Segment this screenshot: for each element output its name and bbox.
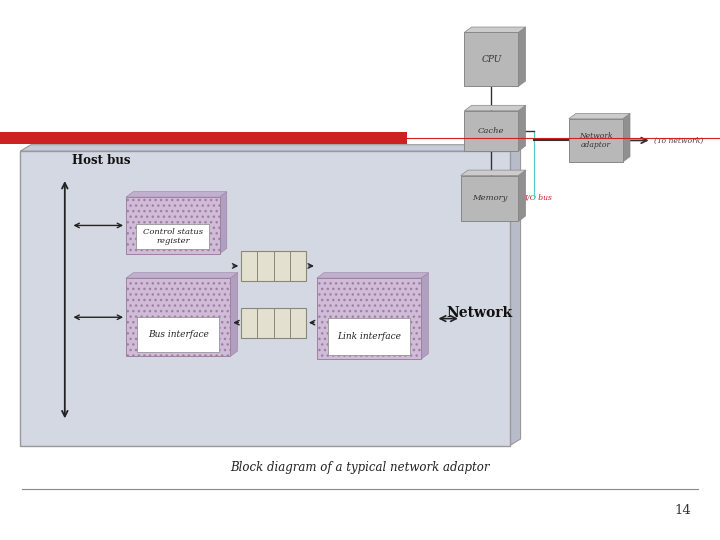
Text: Memory: Memory (472, 194, 508, 202)
Bar (241, 308, 306, 338)
Bar (138, 317, 219, 352)
Text: CPU: CPU (481, 55, 502, 64)
Polygon shape (421, 273, 428, 359)
Text: (To network): (To network) (654, 137, 703, 144)
Bar (464, 32, 518, 86)
Bar (328, 318, 410, 355)
Bar (20, 151, 510, 446)
Bar (136, 224, 210, 249)
Polygon shape (464, 27, 526, 32)
Polygon shape (20, 145, 521, 151)
Polygon shape (510, 145, 521, 446)
Polygon shape (230, 273, 238, 356)
Polygon shape (317, 273, 428, 278)
Text: Host bus: Host bus (72, 154, 130, 167)
Text: Network
adaptor: Network adaptor (579, 132, 613, 149)
Polygon shape (623, 113, 630, 162)
Text: Cache: Cache (478, 127, 505, 135)
Text: I/O bus: I/O bus (524, 194, 552, 202)
Text: Control status
register: Control status register (143, 228, 203, 245)
Bar (126, 197, 220, 254)
Polygon shape (464, 105, 526, 111)
Bar (126, 278, 230, 356)
Polygon shape (518, 105, 526, 151)
Bar (317, 278, 421, 359)
Polygon shape (569, 113, 630, 119)
Bar (464, 111, 518, 151)
Text: Link interface: Link interface (337, 332, 401, 341)
Bar (461, 176, 518, 221)
Bar (241, 251, 306, 281)
Text: Bus interface: Bus interface (148, 330, 209, 339)
Text: Network: Network (446, 306, 513, 320)
Bar (569, 119, 623, 162)
Polygon shape (220, 192, 227, 254)
Polygon shape (126, 192, 227, 197)
Text: 14: 14 (675, 504, 691, 517)
Polygon shape (461, 170, 526, 176)
Polygon shape (518, 170, 526, 221)
Text: Block diagram of a typical network adaptor: Block diagram of a typical network adapt… (230, 461, 490, 474)
Polygon shape (126, 273, 238, 278)
Polygon shape (518, 27, 526, 86)
